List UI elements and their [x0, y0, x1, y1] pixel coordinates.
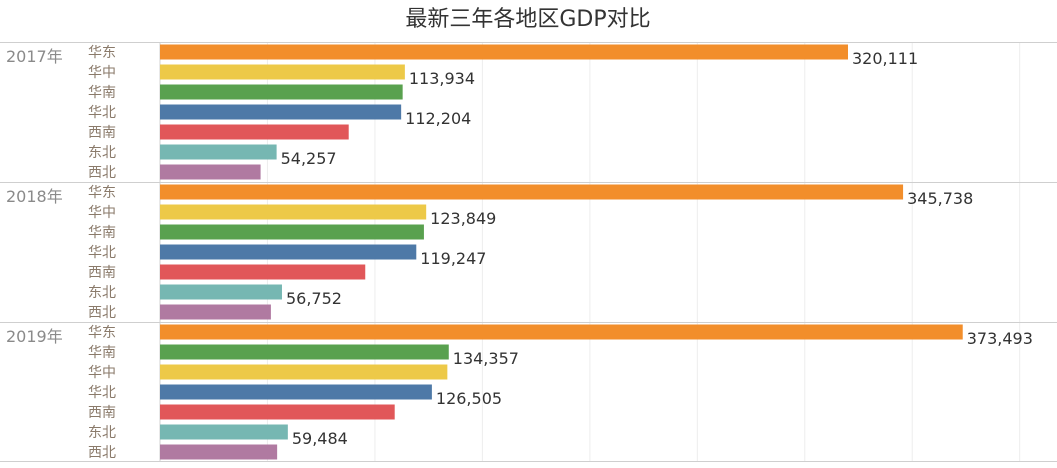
data-label: 126,505	[436, 389, 502, 408]
category-label: 西南	[88, 265, 116, 281]
bar	[160, 104, 402, 120]
bar	[160, 404, 395, 420]
bar	[160, 84, 403, 100]
data-label: 112,204	[405, 109, 471, 128]
bar	[160, 124, 349, 140]
data-label: 345,738	[907, 189, 973, 208]
year-label: 2019年	[6, 327, 63, 346]
category-label: 西北	[88, 305, 116, 321]
bar	[160, 244, 417, 260]
category-label: 华南	[88, 225, 116, 241]
category-label: 华东	[88, 185, 116, 201]
category-label: 华南	[88, 345, 116, 361]
bar	[160, 304, 271, 320]
category-label: 西北	[88, 165, 116, 181]
category-label: 华南	[88, 85, 116, 101]
category-label: 东北	[88, 425, 116, 441]
category-label: 华中	[88, 205, 116, 221]
data-label: 56,752	[286, 289, 342, 308]
category-label: 华东	[88, 325, 116, 341]
bar	[160, 64, 405, 80]
bar	[160, 424, 288, 440]
bar	[160, 44, 848, 60]
grid-lines	[0, 42, 1057, 462]
bar	[160, 264, 366, 280]
data-label: 113,934	[409, 69, 475, 88]
category-label: 东北	[88, 285, 116, 301]
category-label: 西南	[88, 125, 116, 141]
data-label: 373,493	[967, 329, 1033, 348]
category-label: 西南	[88, 405, 116, 421]
data-label: 320,111	[852, 49, 918, 68]
year-label: 2017年	[6, 47, 63, 66]
bar	[160, 184, 904, 200]
year-label: 2018年	[6, 187, 63, 206]
bar	[160, 364, 448, 380]
bar	[160, 324, 963, 340]
category-label: 华北	[88, 105, 116, 121]
data-label: 59,484	[292, 429, 348, 448]
data-label: 54,257	[281, 149, 337, 168]
bar	[160, 224, 424, 240]
bar	[160, 284, 282, 300]
data-label: 134,357	[453, 349, 519, 368]
category-label: 西北	[88, 445, 116, 461]
category-label: 华中	[88, 65, 116, 81]
data-label: 123,849	[430, 209, 496, 228]
bar	[160, 384, 432, 400]
category-label: 华中	[88, 365, 116, 381]
category-label: 华北	[88, 245, 116, 261]
category-label: 东北	[88, 145, 116, 161]
bar	[160, 144, 277, 160]
bar	[160, 204, 427, 220]
chart-title: 最新三年各地区GDP对比	[405, 7, 650, 32]
bar	[160, 344, 449, 360]
data-label: 119,247	[420, 249, 486, 268]
category-label: 华东	[88, 45, 116, 61]
bar	[160, 444, 278, 460]
bar	[160, 164, 261, 180]
category-label: 华北	[88, 385, 116, 401]
